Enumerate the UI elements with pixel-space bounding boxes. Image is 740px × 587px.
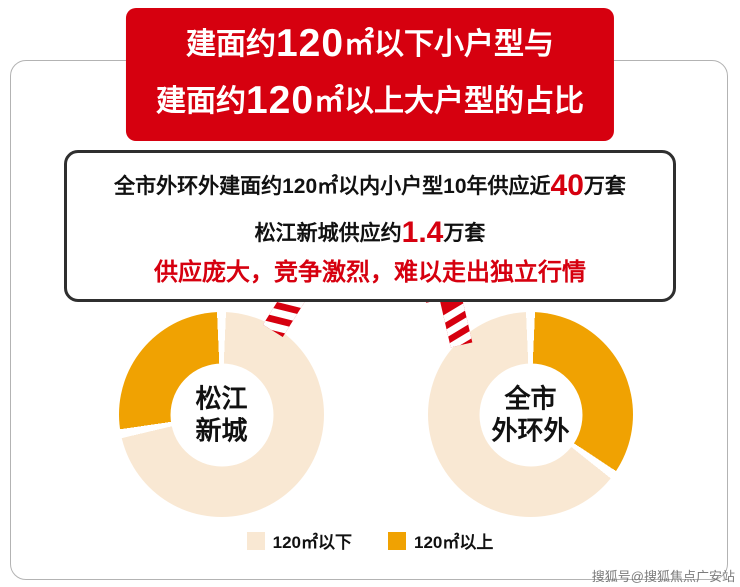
supply-highlight-1-4: 1.4 <box>401 215 444 249</box>
donut-chart-citywide: 全市 外环外 <box>428 312 633 517</box>
legend-item-under-120: 120㎡以下 <box>246 528 352 553</box>
supply-info-line-2: 松江新城供应约1.4万套 <box>73 210 667 257</box>
supply-info-box: 全市外环外建面约120㎡以内小户型10年供应近40万套 松江新城供应约1.4万套… <box>64 150 676 302</box>
chart-legend: 120㎡以下 120㎡以上 <box>0 528 740 553</box>
title-line-2: 建面约120㎡以上大户型的占比 <box>156 73 584 130</box>
watermark: 搜狐号@搜狐焦点广安站 <box>591 569 735 584</box>
legend-item-over-120: 120㎡以上 <box>388 528 493 553</box>
supply-line-1-unit: 万套 <box>583 175 626 198</box>
donut-chart-songjiang: 松江 新城 <box>119 312 324 517</box>
donut-label-line-2: 外环外 <box>491 415 570 446</box>
title-line-2-number: 120 <box>245 78 315 122</box>
legend-swatch-under-120-icon <box>246 531 265 550</box>
title-line-1-prefix: 建面约 <box>185 28 276 61</box>
supply-highlight-40: 40 <box>550 169 584 202</box>
donut-label-line-2: 新城 <box>195 415 248 446</box>
legend-label-under-120: 120㎡以下 <box>272 533 352 552</box>
title-line-1-suffix: ㎡以下小户型与 <box>344 28 555 61</box>
supply-line-2-unit: 万套 <box>443 221 486 245</box>
donut-center-label-citywide: 全市 外环外 <box>479 363 582 466</box>
supply-warning-line: 供应庞大，竞争激烈，难以走出独立行情 <box>154 259 586 286</box>
page-title: 建面约120㎡以下小户型与 建面约120㎡以上大户型的占比 <box>125 8 615 142</box>
supply-line-1-text: 全市外环外建面约120㎡以内小户型10年供应近 <box>114 175 551 198</box>
title-line-2-prefix: 建面约 <box>155 84 246 118</box>
supply-line-2-text: 松江新城供应约 <box>254 221 402 245</box>
title-line-2-suffix: ㎡以上大户型的占比 <box>314 84 585 118</box>
legend-swatch-over-120-icon <box>388 531 406 550</box>
donut-label-line-1: 全市 <box>504 383 557 413</box>
title-line-1: 建面约120㎡以下小户型与 <box>156 16 584 73</box>
donut-center-label-songjiang: 松江 新城 <box>170 363 273 466</box>
donut-label-line-1: 松江 <box>195 383 248 413</box>
legend-label-over-120: 120㎡以上 <box>414 533 494 552</box>
supply-info-line-1: 全市外环外建面约120㎡以内小户型10年供应近40万套 <box>73 163 667 210</box>
title-line-1-number: 120 <box>275 22 345 65</box>
